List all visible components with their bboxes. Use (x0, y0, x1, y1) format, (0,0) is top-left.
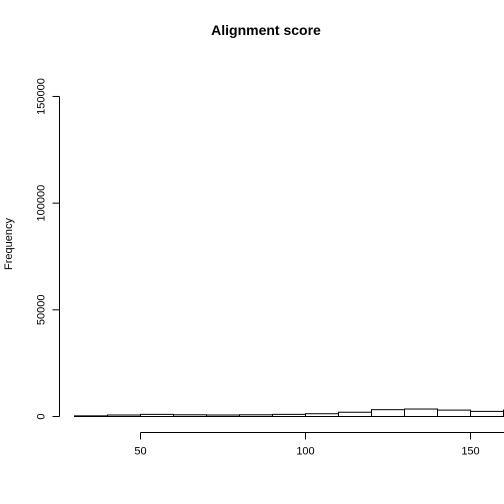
bars-group (74, 408, 504, 418)
x-axis: 50100150200250 (134, 432, 504, 458)
x-tick-label: 150 (461, 446, 479, 458)
y-axis: 0 50000 100000 150000 (36, 78, 60, 420)
x-tick-label: 100 (296, 446, 314, 458)
y-tick-label: 0 (36, 413, 48, 419)
y-tick-label: 100000 (36, 185, 48, 222)
histogram-bar (470, 410, 504, 418)
x-tick-label: 50 (134, 446, 146, 458)
chart-title: Alignment score (211, 22, 321, 38)
histogram-bar (338, 411, 372, 417)
y-tick-label: 50000 (36, 295, 48, 326)
y-tick-label: 150000 (36, 78, 48, 115)
histogram-bar (404, 408, 438, 418)
y-axis-label: Frequency (3, 218, 15, 270)
histogram-bar (371, 409, 405, 417)
histogram-bar (437, 409, 471, 417)
